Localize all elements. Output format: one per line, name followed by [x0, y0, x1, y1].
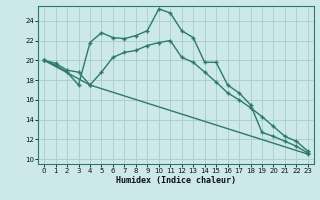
- X-axis label: Humidex (Indice chaleur): Humidex (Indice chaleur): [116, 176, 236, 185]
